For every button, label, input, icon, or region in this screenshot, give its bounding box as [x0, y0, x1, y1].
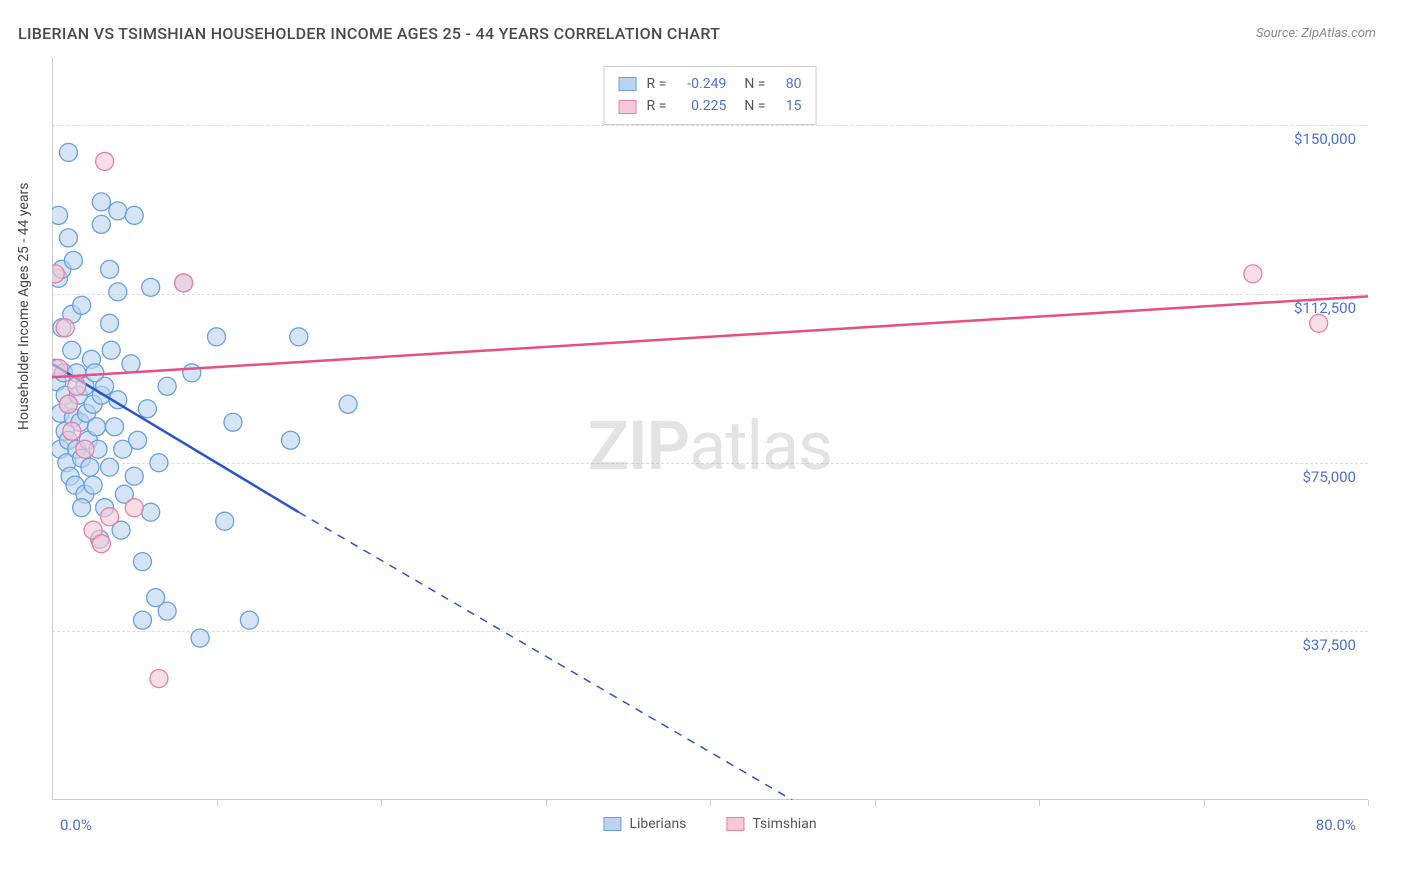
scatter-point: [183, 364, 201, 382]
scatter-point: [101, 508, 119, 526]
legend-r-value: -0.249: [676, 73, 726, 95]
scatter-point: [216, 512, 234, 530]
scatter-point: [59, 143, 77, 161]
legend-correlation: R = -0.249 N = 80 R = 0.225 N = 15: [604, 66, 817, 125]
scatter-point: [106, 418, 124, 436]
x-tick: [1368, 800, 1369, 806]
scatter-point: [109, 202, 127, 220]
legend-n-label: N =: [744, 95, 765, 117]
x-tick: [381, 800, 382, 806]
legend-n-value: 80: [775, 73, 801, 95]
scatter-point: [81, 458, 99, 476]
scatter-point: [282, 431, 300, 449]
scatter-point: [150, 670, 168, 688]
legend-n-label: N =: [744, 73, 765, 95]
legend-series-label: Tsimshian: [752, 816, 816, 832]
plot-area: $37,500$75,000$112,500$150,000 ZIPatlas …: [52, 58, 1368, 834]
scatter-point: [133, 611, 151, 629]
scatter-point: [125, 499, 143, 517]
scatter-point: [52, 359, 68, 377]
chart-title: LIBERIAN VS TSIMSHIAN HOUSEHOLDER INCOME…: [18, 24, 720, 43]
scatter-point: [86, 364, 104, 382]
scatter-point: [63, 422, 81, 440]
scatter-point: [339, 395, 357, 413]
x-tick: [217, 800, 218, 806]
scatter-point: [175, 274, 193, 292]
x-axis-min-label: 0.0%: [60, 816, 92, 834]
scatter-point: [102, 341, 120, 359]
x-tick: [710, 800, 711, 806]
scatter-point: [125, 467, 143, 485]
scatter-point: [138, 400, 156, 418]
scatter-point: [63, 341, 81, 359]
x-axis-max-label: 80.0%: [1316, 816, 1356, 834]
scatter-point: [92, 535, 110, 553]
scatter-point: [73, 499, 91, 517]
scatter-point: [290, 328, 308, 346]
scatter-point: [73, 296, 91, 314]
scatter-point: [150, 454, 168, 472]
scatter-point: [191, 629, 209, 647]
scatter-point: [59, 229, 77, 247]
scatter-point: [87, 418, 105, 436]
scatter-point: [92, 215, 110, 233]
legend-n-value: 15: [775, 95, 801, 117]
trend-line-extrapolated: [299, 512, 793, 800]
trend-line: [52, 296, 1368, 377]
x-tick: [875, 800, 876, 806]
legend-correlation-row: R = -0.249 N = 80: [619, 73, 802, 95]
legend-swatch: [619, 77, 637, 91]
scatter-point: [96, 152, 114, 170]
scatter-point: [64, 251, 82, 269]
scatter-point: [122, 355, 140, 373]
scatter-point: [84, 476, 102, 494]
x-tick: [546, 800, 547, 806]
scatter-point: [101, 458, 119, 476]
scatter-point: [125, 206, 143, 224]
y-axis-label: Householder Income Ages 25 - 44 years: [16, 183, 32, 430]
scatter-point: [52, 206, 68, 224]
scatter-point: [133, 553, 151, 571]
scatter-point: [142, 503, 160, 521]
legend-r-label: R =: [647, 95, 667, 117]
legend-series-label: Liberians: [629, 816, 686, 832]
scatter-point: [56, 319, 74, 337]
scatter-point: [59, 395, 77, 413]
scatter-point: [109, 283, 127, 301]
legend-r-value: 0.225: [676, 95, 726, 117]
legend-series-item: Tsimshian: [726, 816, 816, 832]
scatter-point: [52, 265, 64, 283]
legend-swatch: [619, 100, 637, 114]
scatter-point: [147, 589, 165, 607]
legend-series-item: Liberians: [603, 816, 686, 832]
scatter-point: [92, 193, 110, 211]
x-tick: [1204, 800, 1205, 806]
legend-r-label: R =: [647, 73, 667, 95]
scatter-point: [101, 314, 119, 332]
plot-svg: [52, 58, 1368, 800]
scatter-point: [76, 440, 94, 458]
scatter-point: [114, 440, 132, 458]
scatter-point: [224, 413, 242, 431]
scatter-point: [208, 328, 226, 346]
legend-swatch: [603, 817, 621, 831]
scatter-point: [68, 377, 86, 395]
x-tick: [1039, 800, 1040, 806]
legend-series: Liberians Tsimshian: [603, 816, 816, 832]
scatter-point: [240, 611, 258, 629]
scatter-point: [1310, 314, 1328, 332]
legend-swatch: [726, 817, 744, 831]
legend-correlation-row: R = 0.225 N = 15: [619, 95, 802, 117]
scatter-point: [101, 260, 119, 278]
source-attribution: Source: ZipAtlas.com: [1256, 26, 1376, 41]
scatter-point: [142, 278, 160, 296]
scatter-point: [1244, 265, 1262, 283]
scatter-point: [158, 377, 176, 395]
